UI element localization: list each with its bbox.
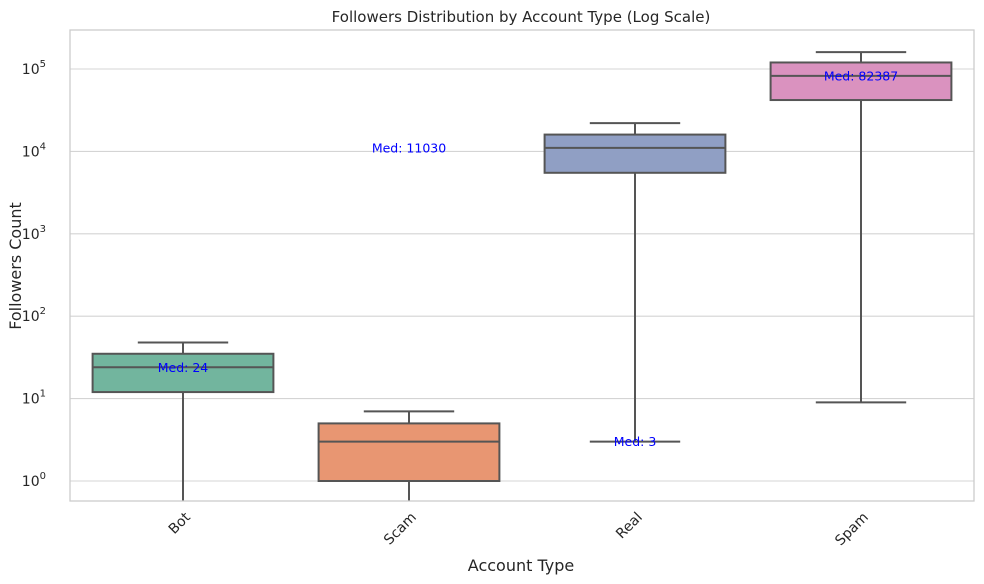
box-bot [91, 341, 275, 501]
median-labels: Med: 24 Med: 11030 Med: 3 Med: 82387 [158, 68, 898, 449]
box-real [543, 122, 727, 443]
x-axis-label: Account Type [468, 556, 574, 575]
box-iqr [769, 61, 953, 102]
box-spam [769, 51, 953, 404]
box-layer [91, 51, 953, 501]
box-iqr [91, 352, 275, 394]
y-axis-label: Followers Count [6, 202, 25, 330]
median-label-0: Med: 24 [158, 360, 209, 375]
median-label-3: Med: 82387 [824, 68, 898, 83]
plot-frame [69, 29, 975, 502]
median-label-2: Med: 3 [614, 434, 657, 449]
chart-title: Followers Distribution by Account Type (… [332, 8, 711, 26]
box-iqr [317, 422, 501, 483]
median-label-1: Med: 11030 [372, 140, 446, 155]
box-iqr [543, 133, 727, 174]
box-scam [317, 410, 501, 501]
